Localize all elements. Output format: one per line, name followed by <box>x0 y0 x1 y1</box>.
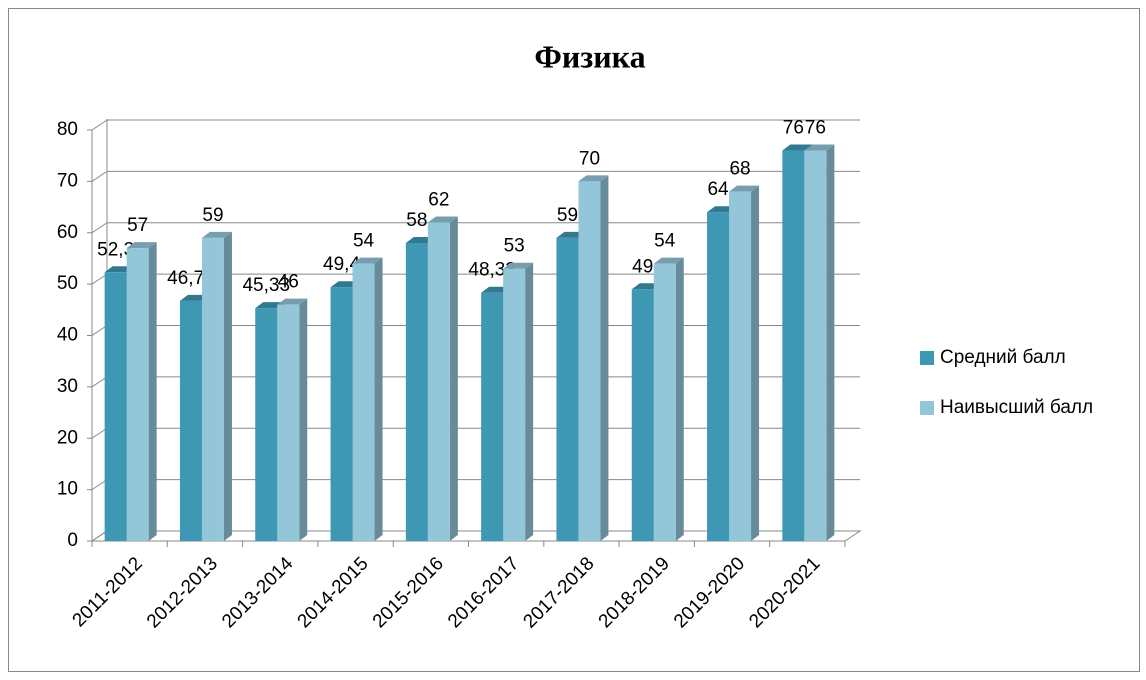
y-tick-label: 20 <box>57 427 78 448</box>
data-label: 68 <box>729 159 750 180</box>
bar <box>503 268 526 541</box>
bar <box>352 263 375 541</box>
bar-top <box>653 257 684 264</box>
grid-depth <box>91 325 108 336</box>
bar <box>330 287 353 541</box>
bar-side <box>525 262 534 541</box>
bar <box>481 292 504 541</box>
data-label: 45,33 <box>242 275 290 296</box>
data-label: 64 <box>707 179 729 200</box>
data-label: 76 <box>783 118 804 139</box>
bar <box>255 308 278 541</box>
bar-top <box>126 242 157 249</box>
bar <box>201 237 224 541</box>
grid-depth <box>91 119 108 131</box>
y-tick-label: 60 <box>57 222 78 243</box>
bar-side <box>449 216 458 541</box>
bar-side <box>148 242 157 541</box>
bar-top <box>503 262 534 269</box>
data-label: 59 <box>557 205 578 226</box>
bar <box>782 150 805 542</box>
data-label: 46 <box>278 272 299 293</box>
bar <box>707 212 730 541</box>
legend-swatch <box>920 401 934 415</box>
bar-top <box>804 144 835 151</box>
data-label: 53 <box>504 236 525 257</box>
bar-top <box>277 298 308 305</box>
bar-side <box>374 257 383 541</box>
bar-top <box>782 144 813 151</box>
y-tick-label: 50 <box>57 273 78 294</box>
bar <box>104 272 127 541</box>
data-label: 49,4 <box>323 254 360 275</box>
grid-depth <box>91 530 108 542</box>
y-tick-label: 30 <box>57 376 78 397</box>
grid-depth <box>91 170 108 182</box>
bar <box>126 248 149 541</box>
bar-side <box>223 231 232 541</box>
bar-side <box>299 298 308 541</box>
bar-top <box>427 216 458 223</box>
y-tick-label: 0 <box>67 530 78 551</box>
y-tick-label: 80 <box>57 119 78 140</box>
bar-top <box>578 175 609 182</box>
grid-depth <box>91 427 108 439</box>
bar-side <box>751 185 760 541</box>
y-tick-label: 10 <box>57 479 78 500</box>
bar <box>277 304 300 541</box>
data-label: 70 <box>579 148 600 169</box>
bar-side <box>826 144 835 542</box>
data-label: 57 <box>127 215 148 236</box>
bar <box>179 300 202 541</box>
bar <box>631 289 654 541</box>
bar-side <box>600 175 609 541</box>
data-label: 54 <box>353 231 375 252</box>
grid-depth <box>91 273 108 285</box>
data-label: 76 <box>805 118 826 139</box>
data-label: 59 <box>202 205 223 226</box>
bar <box>427 222 450 541</box>
legend-label: Наивысший балл <box>940 397 1093 418</box>
legend-label: Средний балл <box>940 347 1066 368</box>
y-tick-label: 40 <box>57 325 78 346</box>
bar-top <box>201 231 232 238</box>
data-label: 49 <box>632 256 653 277</box>
legend-swatch <box>920 351 934 365</box>
bar <box>556 237 579 541</box>
grid-depth <box>91 479 108 491</box>
grid-depth <box>91 222 108 234</box>
data-label: 58 <box>406 210 427 231</box>
data-label: 54 <box>654 231 676 252</box>
data-label: 62 <box>428 189 449 210</box>
bar-top <box>352 257 383 264</box>
data-label: 52,3 <box>97 239 134 260</box>
y-tick-label: 70 <box>57 170 78 191</box>
bar <box>804 150 827 542</box>
bar <box>578 181 601 541</box>
bar <box>729 191 752 541</box>
chart-title: Физика <box>534 38 645 74</box>
bar-top <box>729 185 760 192</box>
bar-side <box>675 257 684 541</box>
bar <box>653 263 676 541</box>
grid-depth <box>91 376 108 388</box>
bar <box>405 243 428 541</box>
